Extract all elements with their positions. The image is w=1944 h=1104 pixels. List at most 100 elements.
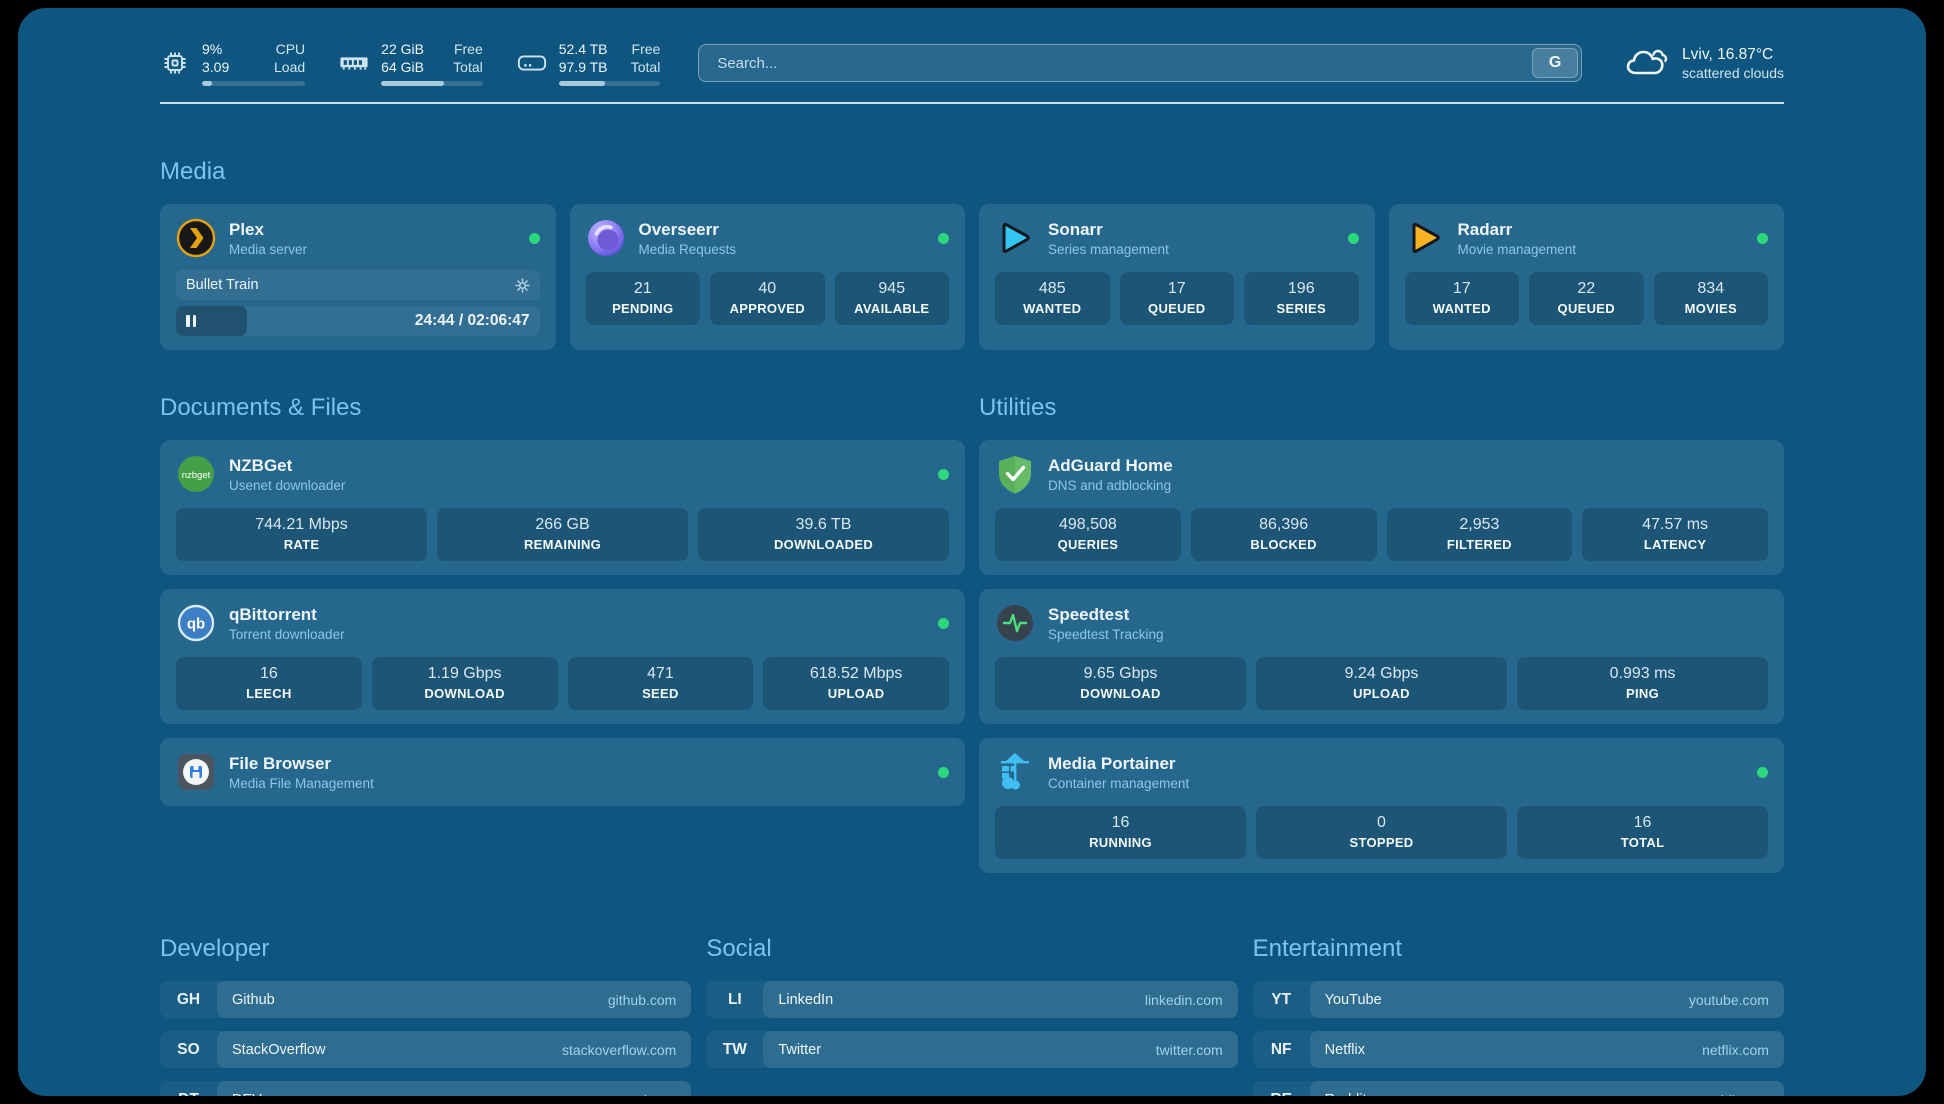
- top-bar: 9% 3.09 CPU Load: [160, 38, 1784, 88]
- memory-monitor: 22 GiB 64 GiB Free Total: [339, 41, 483, 86]
- app-title: Overseerr: [638, 219, 719, 239]
- bookmark-abbr: RE: [1253, 1081, 1310, 1097]
- app-title: Plex: [229, 219, 264, 239]
- app-card-speedtest[interactable]: Speedtest Speedtest Tracking 9.65 Gbps D…: [979, 589, 1784, 724]
- stat-tile: 17 QUEUED: [1119, 272, 1234, 325]
- cpu-usage-value: 9%: [202, 40, 223, 57]
- status-online-dot: [938, 468, 949, 480]
- app-card-qbittorrent[interactable]: qb qBittorrent Torrent downloader 16 LEE…: [160, 589, 965, 724]
- filebrowser-icon: [176, 752, 216, 792]
- stat-tile: 1.19 Gbps DOWNLOAD: [371, 657, 558, 710]
- app-subtitle: Container management: [1048, 775, 1190, 791]
- app-subtitle: Media server: [229, 241, 308, 257]
- app-title: AdGuard Home: [1048, 455, 1173, 475]
- stat-tile: 744.21 Mbps RATE: [176, 508, 427, 561]
- app-subtitle: Speedtest Tracking: [1048, 626, 1164, 642]
- app-card-filebrowser[interactable]: File Browser Media File Management: [160, 738, 965, 806]
- app-subtitle: Usenet downloader: [229, 477, 346, 493]
- app-card-plex[interactable]: Plex Media server Bullet Train: [160, 204, 556, 350]
- app-title: Media Portainer: [1048, 753, 1176, 773]
- cpu-progress-bar: [202, 80, 306, 86]
- pause-button[interactable]: [186, 315, 196, 327]
- bookmark-url: netflix.com: [1702, 1041, 1769, 1058]
- bookmark-reddit[interactable]: RE Reddit reddit.com: [1252, 1081, 1784, 1097]
- stat-tile: 485 WANTED: [995, 272, 1110, 325]
- app-card-overseerr[interactable]: Overseerr Media Requests 21 PENDING 40 A…: [569, 204, 965, 350]
- cpu-usage-label: CPU: [275, 40, 306, 57]
- app-card-portainer[interactable]: Media Portainer Container management 16 …: [979, 738, 1784, 873]
- bookmark-twitter[interactable]: TW Twitter twitter.com: [706, 1031, 1238, 1068]
- nzbget-icon: nzbget: [176, 454, 216, 494]
- bookmark-stackoverflow[interactable]: SO StackOverflow stackoverflow.com: [160, 1031, 692, 1068]
- status-online-dot: [1757, 766, 1768, 778]
- section-header-entertainment: Entertainment: [1252, 935, 1403, 962]
- status-online-dot: [1347, 232, 1359, 244]
- now-playing-row: Bullet Train: [176, 270, 540, 300]
- cpu-load-label: Load: [274, 58, 306, 75]
- app-card-nzbget[interactable]: nzbget NZBGet Usenet downloader 744.21 M…: [160, 440, 965, 575]
- cloud-icon: [1624, 46, 1670, 80]
- stat-tile: 16 RUNNING: [995, 806, 1246, 859]
- topbar-divider: [160, 102, 1784, 104]
- memory-total-value: 64 GiB: [381, 58, 424, 75]
- search-engine-button[interactable]: G: [1532, 48, 1579, 78]
- status-online-dot: [938, 766, 949, 778]
- bookmark-abbr: NF: [1270, 1040, 1292, 1058]
- bookmark-column-entertainment: Entertainment YT YouTube youtube.com NF …: [1252, 935, 1784, 1097]
- app-title: NZBGet: [229, 455, 293, 475]
- bookmark-dev[interactable]: DT DEV dev.to: [160, 1081, 692, 1097]
- stat-tile: 9.24 Gbps UPLOAD: [1256, 657, 1507, 710]
- stat-tile: 40 APPROVED: [710, 272, 825, 325]
- stat-tile: 16 LEECH: [176, 657, 362, 710]
- bookmark-netflix[interactable]: NF Netflix netflix.com: [1252, 1031, 1784, 1068]
- overseerr-icon: [586, 218, 626, 258]
- bookmark-name: DEV: [232, 1092, 262, 1097]
- stat-tile: 86,396 BLOCKED: [1190, 508, 1377, 561]
- now-playing-title: Bullet Train: [186, 277, 259, 293]
- bookmark-linkedin[interactable]: LI LinkedIn linkedin.com: [706, 981, 1238, 1018]
- app-subtitle: Movie management: [1457, 241, 1577, 257]
- memory-progress-bar: [381, 80, 483, 86]
- search-input[interactable]: [698, 44, 1583, 82]
- stat-tile: 47.57 ms LATENCY: [1582, 508, 1768, 561]
- bookmark-abbr: TW: [722, 1040, 747, 1058]
- disk-monitor: 52.4 TB 97.9 TB Free Total: [517, 41, 661, 86]
- bookmark-url: github.com: [607, 991, 677, 1008]
- app-subtitle: Torrent downloader: [229, 626, 345, 642]
- memory-icon: [339, 48, 369, 78]
- app-card-adguard[interactable]: AdGuard Home DNS and adblocking 498,508 …: [979, 440, 1784, 575]
- stat-tile: 9.65 Gbps DOWNLOAD: [995, 657, 1246, 710]
- documents-column: Documents & Files nzbget NZBGet Usenet d: [160, 394, 965, 887]
- bookmark-github[interactable]: GH Github github.com: [160, 981, 692, 1018]
- dashboard-panel: 9% 3.09 CPU Load: [18, 8, 1926, 1096]
- section-header-utilities: Utilities: [979, 394, 1057, 421]
- svg-text:nzbget: nzbget: [182, 470, 211, 481]
- bookmark-url: reddit.com: [1704, 1092, 1769, 1097]
- bookmark-url: linkedin.com: [1144, 991, 1223, 1008]
- session-gear-icon[interactable]: [514, 277, 530, 293]
- stat-tile: 945 AVAILABLE: [834, 272, 949, 325]
- bookmark-youtube[interactable]: YT YouTube youtube.com: [1252, 981, 1784, 1018]
- stat-tile: 618.52 Mbps UPLOAD: [763, 657, 949, 710]
- adguard-icon: [995, 454, 1035, 494]
- bookmark-url: stackoverflow.com: [561, 1041, 677, 1058]
- bookmark-url: twitter.com: [1155, 1041, 1223, 1058]
- disk-icon: [517, 48, 547, 78]
- app-title: Sonarr: [1048, 219, 1103, 239]
- system-monitors: 9% 3.09 CPU Load: [160, 40, 661, 86]
- app-card-sonarr[interactable]: Sonarr Series management 485 WANTED 17 Q…: [979, 204, 1375, 350]
- app-subtitle: Media Requests: [638, 241, 737, 257]
- speedtest-icon: [995, 603, 1035, 643]
- weather-location-temp: Lviv, 16.87°C: [1682, 45, 1774, 63]
- portainer-icon: [995, 752, 1035, 792]
- playback-progress-row: 24:44 / 02:06:47: [176, 306, 540, 336]
- cpu-icon: [160, 48, 190, 78]
- section-header-social: Social: [706, 935, 772, 962]
- app-card-radarr[interactable]: Radarr Movie management 17 WANTED 22 QUE…: [1388, 204, 1784, 350]
- memory-total-label: Total: [453, 58, 483, 75]
- disk-progress-bar: [558, 80, 661, 86]
- section-header-media: Media: [160, 158, 226, 185]
- utilities-column: Utilities AdGuard Home: [979, 394, 1784, 887]
- stat-tile: 266 GB REMAINING: [437, 508, 688, 561]
- bookmark-name: StackOverflow: [232, 1041, 326, 1058]
